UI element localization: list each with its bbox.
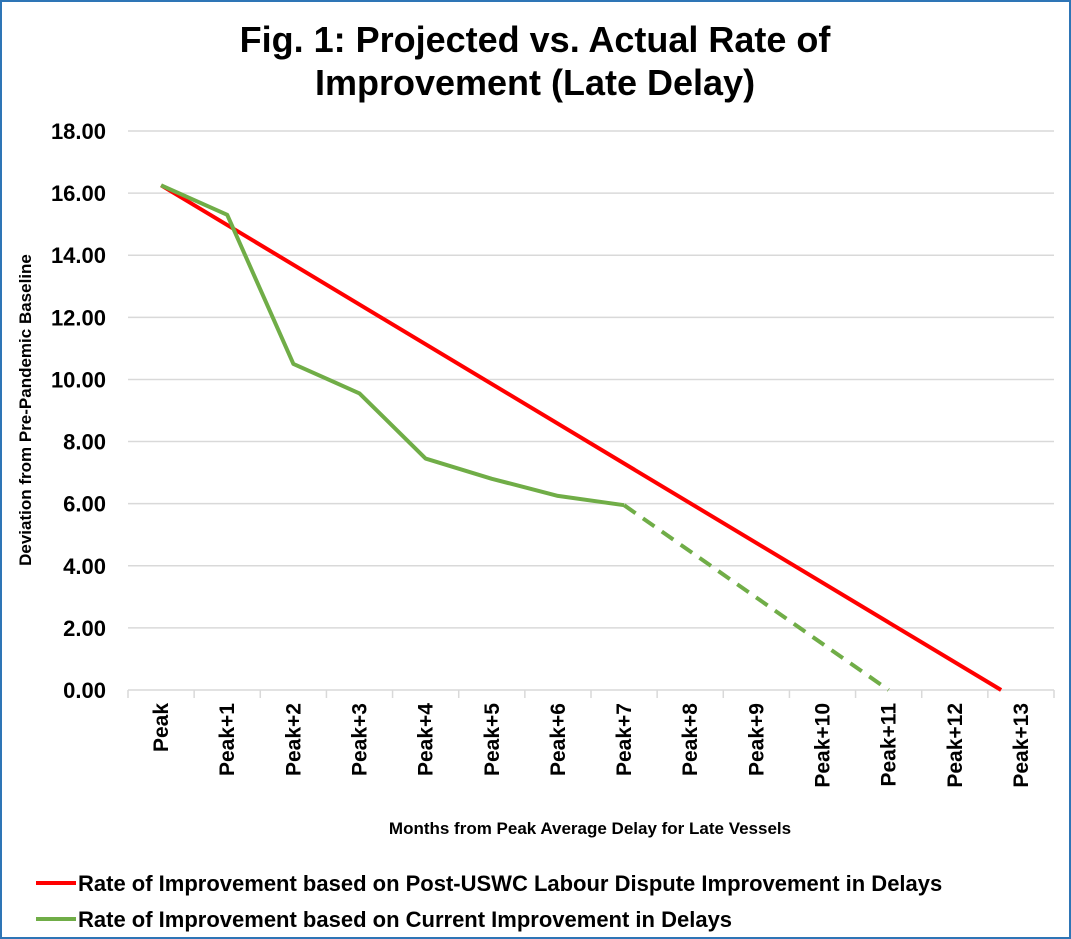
x-tick-label: Peak+3	[349, 703, 372, 776]
x-tick-label: Peak+5	[481, 703, 504, 776]
legend: Rate of Improvement based on Post-USWC L…	[36, 871, 942, 932]
y-tick-label: 6.00	[63, 492, 106, 517]
series-lines	[160, 183, 1003, 692]
legend-label-red: Rate of Improvement based on Post-USWC L…	[78, 871, 942, 896]
x-tick-label: Peak+4	[415, 703, 438, 776]
y-axis-label: Deviation from Pre-Pandemic Baseline	[16, 254, 35, 566]
chart-title-line-2: Improvement (Late Delay)	[315, 62, 755, 103]
x-tick-label: Peak+9	[745, 703, 768, 776]
x-tick-label: Peak	[150, 703, 173, 752]
y-tick-label: 18.00	[51, 119, 106, 144]
y-tick-label: 14.00	[51, 243, 106, 268]
x-tick-label: Peak+12	[944, 703, 967, 788]
y-tick-label: 10.00	[51, 367, 106, 392]
chart-title-line-1: Fig. 1: Projected vs. Actual Rate of	[240, 19, 832, 60]
gridlines	[127, 130, 1055, 698]
x-axis-label: Months from Peak Average Delay for Late …	[389, 819, 791, 838]
series-line-0	[160, 183, 1003, 692]
y-tick-label: 2.00	[63, 616, 106, 641]
y-tick-label: 8.00	[63, 430, 106, 455]
y-tick-label: 16.00	[51, 181, 106, 206]
x-tick-label: Peak+8	[679, 703, 702, 776]
x-tick-label: Peak+11	[878, 703, 901, 787]
y-tick-label: 4.00	[63, 554, 106, 579]
x-tick-label: Peak+13	[1010, 703, 1033, 788]
y-tick-label: 0.00	[63, 678, 106, 703]
x-tick-label: Peak+1	[216, 703, 239, 776]
x-tick-label: Peak+10	[812, 703, 835, 788]
legend-label-green: Rate of Improvement based on Current Imp…	[78, 907, 732, 932]
y-tick-labels: 0.00 2.00 4.00 6.00 8.00 10.00 12.00 14.00 16.00…	[51, 119, 106, 703]
x-tick-labels: Peak Peak+1 Peak+2 Peak+3 Peak+4 Peak+5 Peak+6…	[150, 703, 1033, 788]
series-line-2	[622, 503, 890, 692]
x-tick-label: Peak+2	[282, 703, 305, 776]
x-tick-label: Peak+6	[547, 703, 570, 776]
series-line-1	[160, 183, 625, 508]
x-tick-label: Peak+7	[613, 703, 636, 776]
y-tick-label: 12.00	[51, 305, 106, 330]
